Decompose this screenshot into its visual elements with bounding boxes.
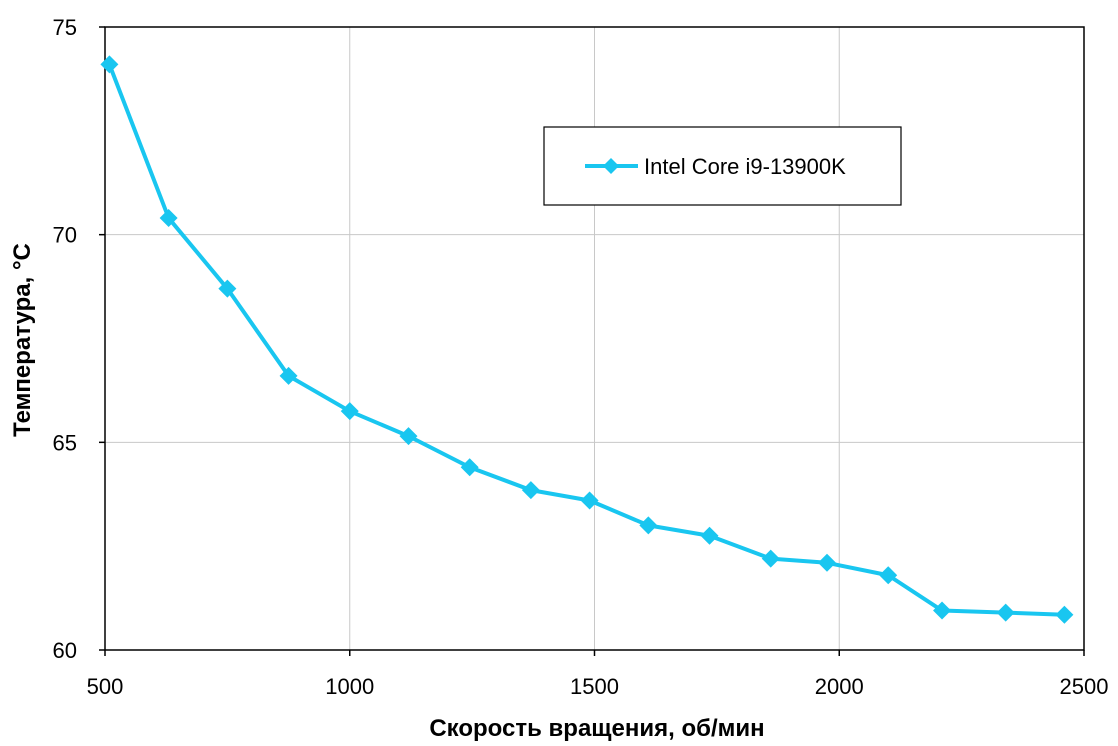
legend: Intel Core i9-13900K xyxy=(543,126,902,206)
x-tick-label: 2500 xyxy=(1060,674,1109,699)
data-point xyxy=(818,553,837,572)
data-point xyxy=(1055,605,1074,624)
y-axis-ticks: 60 65 70 75 xyxy=(53,15,105,663)
x-tick-label: 2000 xyxy=(815,674,864,699)
data-point xyxy=(399,427,418,446)
x-tick-label: 500 xyxy=(87,674,124,699)
data-point xyxy=(996,603,1015,622)
x-tick-label: 1500 xyxy=(570,674,619,699)
data-point xyxy=(218,279,237,298)
legend-diamond-marker xyxy=(603,158,619,174)
data-point xyxy=(933,601,952,620)
series-layer xyxy=(100,55,1074,624)
data-point xyxy=(159,209,178,228)
y-tick-label: 70 xyxy=(53,223,77,248)
y-tick-label: 65 xyxy=(53,430,77,455)
data-point xyxy=(580,491,599,510)
data-point xyxy=(100,55,119,74)
data-point xyxy=(700,526,719,545)
y-tick-label: 75 xyxy=(53,15,77,40)
data-point xyxy=(340,402,359,421)
y-axis-title: Температура, °C xyxy=(9,243,36,437)
data-point xyxy=(879,566,898,585)
grid xyxy=(104,26,1085,651)
data-point xyxy=(521,481,540,500)
data-point xyxy=(460,458,479,477)
data-point xyxy=(279,366,298,385)
legend-label: Intel Core i9-13900K xyxy=(644,154,846,179)
data-point xyxy=(639,516,658,535)
data-point xyxy=(761,549,780,568)
x-tick-label: 1000 xyxy=(325,674,374,699)
y-tick-label: 60 xyxy=(53,638,77,663)
x-axis-ticks: 500 1000 1500 2000 2500 xyxy=(87,650,1109,699)
x-axis-title: Скорость вращения, об/мин xyxy=(429,715,764,742)
